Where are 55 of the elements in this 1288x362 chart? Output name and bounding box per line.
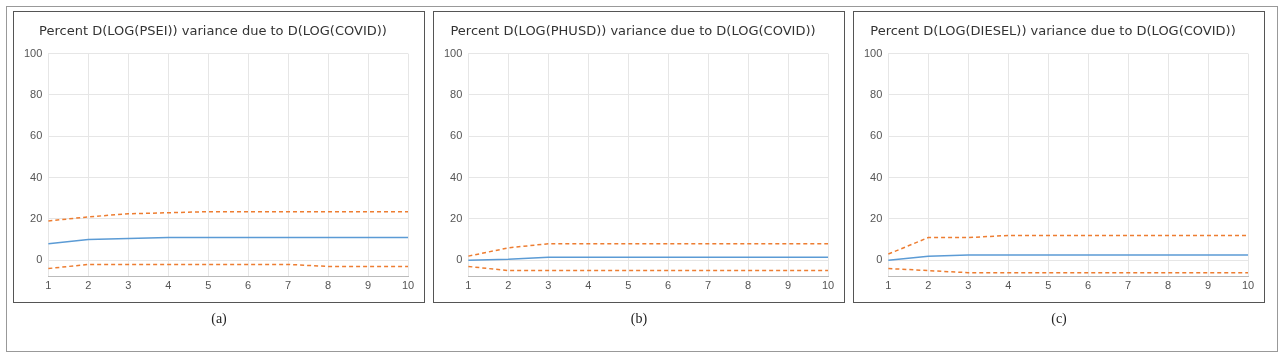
x-tick-label: 8 <box>325 279 332 292</box>
x-tick-label: 9 <box>364 279 372 292</box>
y-tick-label: 80 <box>450 87 463 100</box>
x-tick-label: 1 <box>885 279 892 292</box>
y-tick-label: 20 <box>870 211 883 224</box>
x-tick-label: 1 <box>45 279 52 292</box>
x-tick-label: 3 <box>545 279 552 292</box>
y-tick-label: 40 <box>870 170 883 183</box>
x-tick-label: 4 <box>1005 279 1012 292</box>
x-tick-label: 2 <box>505 279 512 292</box>
x-tick-label: 8 <box>1165 279 1172 292</box>
y-tick-label: 40 <box>450 170 463 183</box>
x-tick-label: 2 <box>85 279 92 292</box>
text: (a) <box>211 311 227 327</box>
x-tick-label: 8 <box>745 279 752 292</box>
x-tick-label: 10 <box>821 279 835 292</box>
x-tick-label: 6 <box>1085 279 1092 292</box>
x-tick-label: 5 <box>1045 279 1052 292</box>
x-tick-label: 1 <box>465 279 472 292</box>
x-tick-label: 3 <box>125 279 132 292</box>
y-tick-label: 0 <box>876 253 883 266</box>
y-tick-label: 100 <box>23 46 43 59</box>
x-tick-label: 10 <box>1241 279 1255 292</box>
y-tick-label: 20 <box>450 211 463 224</box>
x-tick-label: 7 <box>1125 279 1132 292</box>
x-tick-label: 7 <box>705 279 712 292</box>
x-tick-label: 3 <box>965 279 972 292</box>
x-tick-label: 5 <box>205 279 212 292</box>
x-tick-label: 9 <box>784 279 792 292</box>
y-tick-label: 60 <box>870 129 883 142</box>
x-tick-label: 4 <box>585 279 592 292</box>
chart-title: Percent D(LOG(DIESEL)) variance due to D(LOG(COVID)) <box>870 23 1236 39</box>
chart-title: Percent D(LOG(PHUSD)) variance due to D(LOG(COVID)) <box>450 23 816 39</box>
x-tick-label: 6 <box>245 279 252 292</box>
x-tick-label: 10 <box>401 279 415 292</box>
text: (c) <box>1051 311 1067 327</box>
y-tick-label: 0 <box>36 253 43 266</box>
x-tick-label: 6 <box>665 279 672 292</box>
x-tick-label: 9 <box>1204 279 1212 292</box>
y-tick-label: 60 <box>30 129 43 142</box>
y-tick-label: 20 <box>30 211 43 224</box>
y-tick-label: 40 <box>30 170 43 183</box>
y-tick-label: 100 <box>443 46 463 59</box>
x-tick-label: 7 <box>285 279 292 292</box>
y-tick-label: 80 <box>30 87 43 100</box>
x-tick-label: 4 <box>165 279 172 292</box>
line-series <box>47 210 409 222</box>
y-tick-label: 80 <box>870 87 883 100</box>
x-tick-label: 2 <box>925 279 932 292</box>
text: (b) <box>630 311 648 327</box>
x-tick-label: 5 <box>625 279 632 292</box>
chart-title: Percent D(LOG(PSEI)) variance due to D(LOG(COVID)) <box>39 23 387 39</box>
y-tick-label: 100 <box>863 46 883 59</box>
y-tick-label: 0 <box>456 253 463 266</box>
y-tick-label: 60 <box>450 129 463 142</box>
